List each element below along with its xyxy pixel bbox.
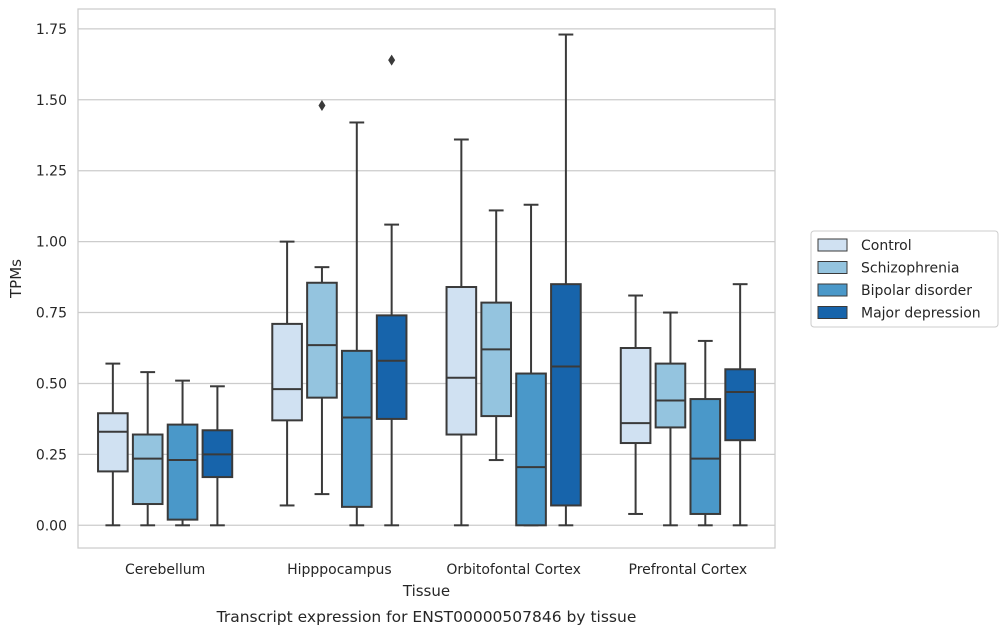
box	[689, 398, 722, 515]
box	[480, 301, 513, 418]
y-tick-label: 1.50	[36, 93, 67, 109]
series-schizophrenia	[131, 99, 687, 527]
box	[619, 347, 652, 445]
box-glyph	[445, 138, 478, 527]
y-axis-ticks: 0.00 0.25 0.50 0.75 1.00 1.25 1.50 1.75	[36, 22, 67, 534]
x-tick-label: Hipppocampus	[287, 562, 392, 578]
box	[306, 281, 338, 399]
box	[375, 314, 408, 420]
legend-label: Major depression	[861, 306, 981, 322]
box	[271, 322, 303, 422]
legend: Control Schizophrenia Bipolar disorder Majo…	[810, 230, 999, 328]
legend-swatch	[817, 261, 848, 274]
legend-item: Bipolar disorder	[817, 283, 972, 299]
legend-swatch	[817, 283, 848, 297]
box-glyph	[550, 33, 582, 527]
box-glyph	[271, 240, 303, 507]
box-glyph	[131, 371, 164, 527]
box-glyph	[201, 385, 234, 527]
y-tick-label: 0.00	[36, 518, 67, 534]
y-tick-label: 1.00	[36, 235, 67, 251]
box-glyph	[340, 121, 373, 527]
legend-label: Schizophrenia	[861, 261, 959, 277]
x-tick-label: Cerebellum	[125, 562, 205, 578]
box-glyph	[306, 99, 338, 496]
box-glyph	[375, 54, 408, 527]
y-tick-label: 0.25	[36, 447, 67, 463]
box	[724, 368, 756, 442]
box	[131, 433, 164, 506]
box-plot-series	[97, 33, 756, 527]
plot-frame	[77, 8, 776, 549]
box-glyph	[654, 311, 687, 527]
x-axis-label: Tissue	[402, 582, 450, 600]
box	[654, 362, 687, 429]
x-tick-label: Prefrontal Cortex	[629, 562, 748, 578]
outlier-point	[318, 99, 326, 111]
box	[515, 372, 547, 527]
legend-item: Schizophrenia	[817, 261, 959, 277]
outlier-point	[388, 54, 396, 66]
legend-frame	[810, 230, 999, 328]
x-tick-label: Orbitofontal Cortex	[446, 562, 581, 578]
legend-label: Bipolar disorder	[861, 283, 972, 299]
legend-label: Control	[861, 238, 912, 254]
legend-item: Control	[817, 238, 912, 254]
box-glyph	[724, 283, 756, 527]
y-tick-label: 0.50	[36, 376, 67, 392]
box	[550, 283, 582, 507]
box	[340, 349, 373, 508]
legend-item: Major depression	[817, 306, 981, 322]
box	[445, 286, 478, 436]
box-glyph	[480, 209, 513, 462]
series-control	[97, 138, 652, 527]
box-glyph	[515, 203, 547, 527]
figure-caption: Transcript expression for ENST0000050784…	[216, 608, 637, 626]
box-glyph	[689, 339, 722, 527]
y-tick-label: 1.75	[36, 22, 67, 38]
box-glyph	[166, 379, 199, 527]
box-glyph	[97, 362, 129, 527]
series-major-depression	[201, 33, 756, 527]
box	[97, 412, 129, 473]
legend-swatch	[817, 238, 848, 252]
y-axis-label: TPMs	[7, 259, 25, 299]
series-bipolar-disorder	[166, 121, 722, 527]
x-axis-ticks: Cerebellum Hipppocampus Orbitofontal Corte…	[125, 562, 747, 578]
y-tick-label: 1.25	[36, 164, 67, 180]
legend-swatch	[817, 306, 848, 319]
box-glyph	[619, 294, 652, 515]
box	[166, 423, 199, 521]
y-tick-label: 0.75	[36, 306, 67, 322]
